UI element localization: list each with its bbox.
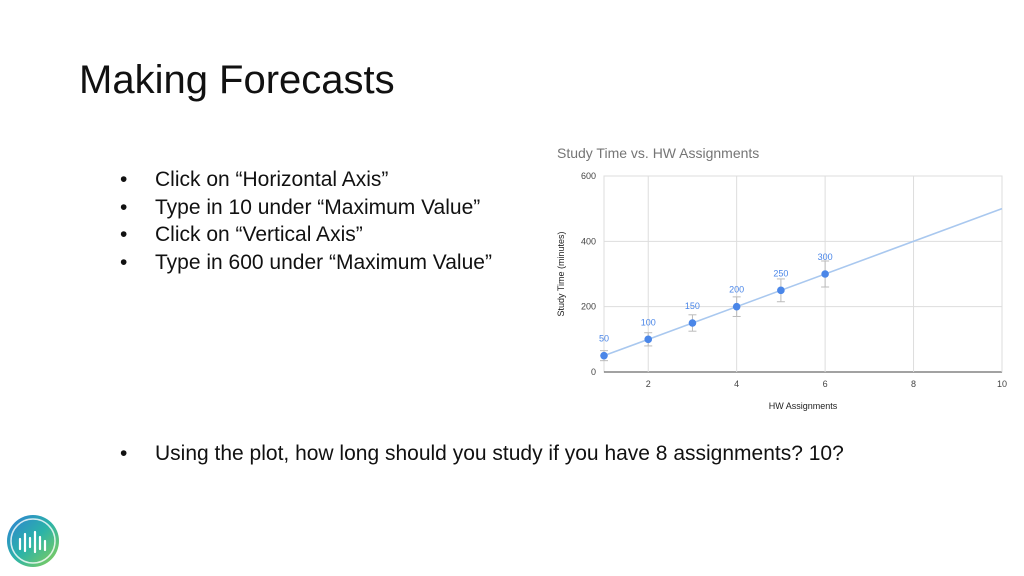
scatter-chart: Study Time vs. HW Assignments 0 200 400 600 2… bbox=[556, 145, 1007, 411]
chart-title: Study Time vs. HW Assignments bbox=[557, 145, 759, 161]
y-tick-label: 0 bbox=[591, 367, 596, 377]
x-tick-label: 10 bbox=[997, 379, 1007, 389]
y-axis-label: Study Time (minutes) bbox=[556, 231, 566, 316]
x-tick-label: 6 bbox=[823, 379, 828, 389]
question-item: Using the plot, how long should you stud… bbox=[118, 440, 844, 468]
data-point bbox=[600, 351, 608, 360]
data-point bbox=[777, 286, 785, 295]
instruction-item: Click on “Vertical Axis” bbox=[118, 221, 492, 249]
x-tick-label: 8 bbox=[911, 379, 916, 389]
data-point bbox=[688, 319, 697, 327]
y-tick-label: 600 bbox=[581, 171, 596, 181]
data-label: 50 bbox=[599, 334, 609, 344]
instruction-item: Type in 10 under “Maximum Value” bbox=[118, 194, 492, 222]
data-label: 150 bbox=[685, 301, 700, 311]
x-axis-label: HW Assignments bbox=[769, 401, 838, 411]
y-tick-label: 200 bbox=[581, 302, 596, 312]
plot-frame bbox=[603, 175, 1003, 373]
instruction-item: Click on “Horizontal Axis” bbox=[118, 166, 492, 194]
data-label: 250 bbox=[773, 268, 788, 278]
x-tick-label: 4 bbox=[734, 379, 739, 389]
data-label: 100 bbox=[641, 317, 656, 327]
data-label: 200 bbox=[729, 285, 744, 295]
trendline bbox=[603, 207, 1003, 357]
x-tick-label: 2 bbox=[646, 379, 651, 389]
data-point bbox=[821, 270, 829, 278]
sound-wave-logo-icon bbox=[7, 515, 59, 567]
slide-title: Making Forecasts bbox=[79, 58, 395, 102]
data-point bbox=[644, 335, 653, 344]
y-tick-label: 400 bbox=[581, 236, 596, 246]
data-point bbox=[732, 302, 741, 311]
instruction-item: Type in 600 under “Maximum Value” bbox=[118, 249, 492, 277]
instruction-list: Click on “Horizontal Axis” Type in 10 un… bbox=[118, 166, 492, 276]
question-list: Using the plot, how long should you stud… bbox=[118, 440, 844, 468]
data-label: 300 bbox=[818, 252, 833, 262]
